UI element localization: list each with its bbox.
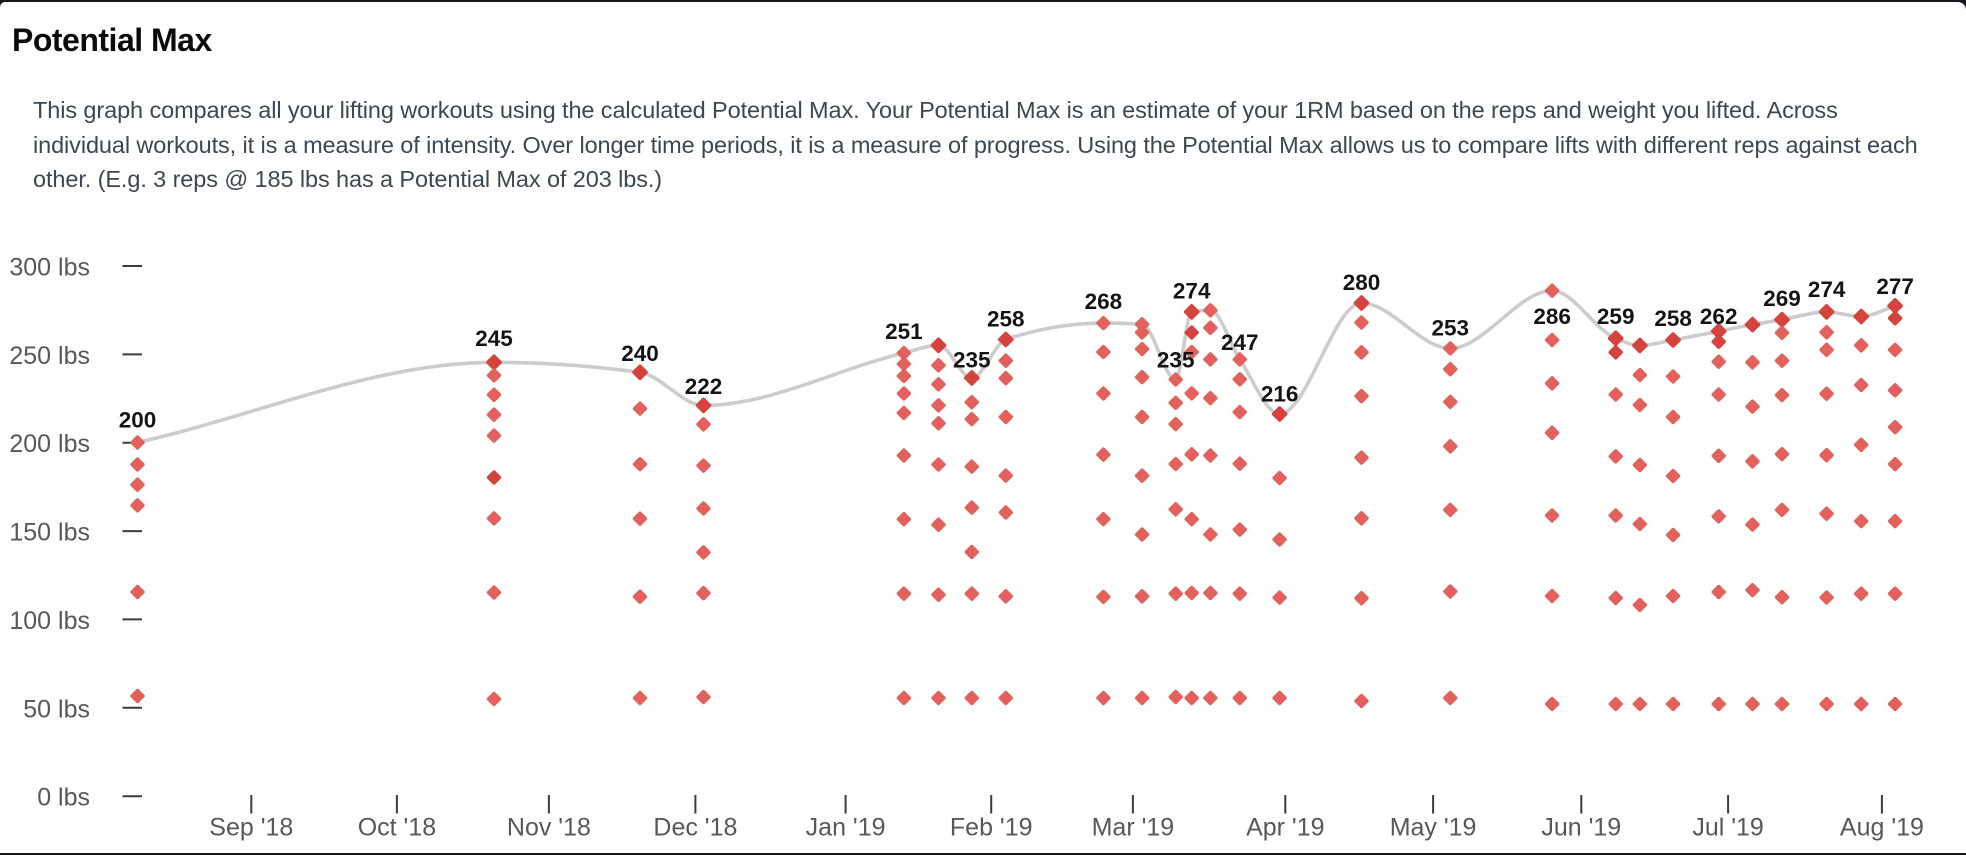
svg-text:200: 200 [119, 407, 157, 432]
svg-text:258: 258 [1654, 306, 1692, 331]
svg-text:Mar '19: Mar '19 [1092, 814, 1175, 842]
svg-text:Aug '19: Aug '19 [1840, 814, 1924, 842]
svg-text:222: 222 [685, 374, 723, 399]
svg-text:247: 247 [1221, 330, 1259, 355]
svg-text:Sep '18: Sep '18 [209, 814, 293, 842]
svg-text:150 lbs: 150 lbs [9, 519, 90, 547]
svg-text:235: 235 [1157, 348, 1195, 373]
svg-text:250 lbs: 250 lbs [9, 342, 90, 370]
svg-text:Jun '19: Jun '19 [1541, 814, 1621, 842]
svg-text:Apr '19: Apr '19 [1246, 814, 1324, 842]
svg-text:245: 245 [475, 326, 513, 351]
svg-text:251: 251 [885, 319, 923, 344]
svg-text:274: 274 [1808, 277, 1846, 302]
svg-text:259: 259 [1597, 304, 1635, 329]
svg-text:269: 269 [1763, 286, 1801, 311]
svg-text:Jan '19: Jan '19 [806, 814, 886, 842]
svg-text:Dec '18: Dec '18 [653, 814, 737, 842]
svg-text:280: 280 [1343, 270, 1381, 295]
svg-text:200 lbs: 200 lbs [9, 430, 90, 458]
svg-text:216: 216 [1261, 382, 1299, 407]
svg-text:Oct '18: Oct '18 [358, 814, 436, 842]
svg-text:May '19: May '19 [1390, 814, 1477, 842]
svg-text:258: 258 [987, 307, 1025, 332]
svg-text:235: 235 [953, 347, 991, 372]
svg-text:300 lbs: 300 lbs [9, 254, 90, 282]
svg-text:277: 277 [1876, 274, 1914, 299]
svg-text:268: 268 [1085, 289, 1123, 314]
svg-text:274: 274 [1173, 278, 1211, 303]
svg-text:100 lbs: 100 lbs [9, 607, 90, 635]
svg-text:0 lbs: 0 lbs [37, 784, 90, 812]
svg-text:Jul '19: Jul '19 [1692, 814, 1763, 842]
svg-text:253: 253 [1432, 316, 1470, 341]
svg-text:240: 240 [621, 341, 659, 366]
svg-text:Nov '18: Nov '18 [507, 814, 591, 842]
svg-text:50 lbs: 50 lbs [23, 695, 90, 723]
svg-text:262: 262 [1700, 304, 1738, 329]
svg-text:Feb '19: Feb '19 [950, 814, 1033, 842]
svg-text:286: 286 [1533, 304, 1571, 329]
